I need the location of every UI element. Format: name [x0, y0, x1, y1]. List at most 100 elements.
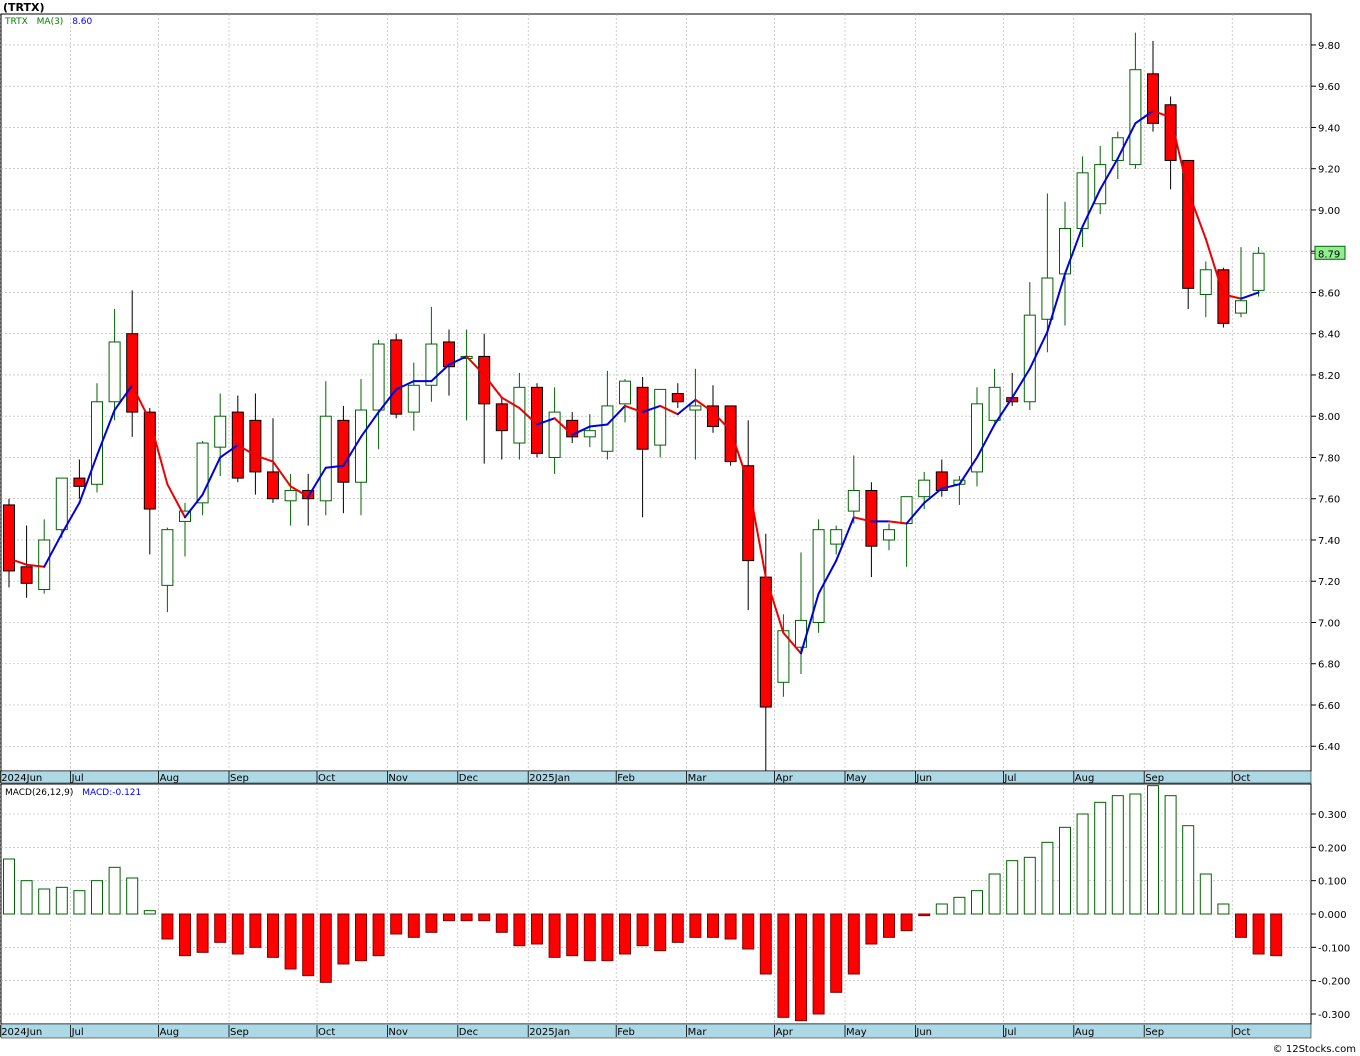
- price-x-label: Mar: [688, 773, 708, 784]
- price-y-tick-label: 7.80: [1318, 453, 1340, 464]
- macd-x-label: Jul: [71, 1027, 84, 1038]
- macd-bar: [548, 913, 561, 958]
- macd-x-label: Sep: [1145, 1027, 1164, 1038]
- macd-y-tick-label: 0.100: [1318, 877, 1347, 888]
- candle-body: [55, 477, 68, 531]
- price-candle: [1199, 261, 1212, 318]
- ma-segment: [131, 384, 151, 422]
- price-candle: [1182, 159, 1195, 309]
- ma-segment: [712, 411, 732, 432]
- macd-bar: [935, 903, 948, 915]
- macd-bar: [20, 880, 33, 915]
- macd-bar: [636, 913, 649, 947]
- ma-segment: [377, 388, 398, 414]
- ma-segment: [676, 398, 697, 416]
- macd-x-axis-band: [0, 1023, 1312, 1039]
- ma-segment: [1081, 188, 1102, 228]
- macd-bar: [1270, 913, 1283, 957]
- price-candle: [478, 333, 491, 464]
- price-candle: [1217, 267, 1230, 328]
- macd-bar: [337, 913, 350, 965]
- price-y-tick-label: 8.60: [1318, 288, 1340, 299]
- price-candle: [583, 414, 596, 448]
- price-x-label: Nov: [388, 773, 408, 784]
- candle-body: [988, 386, 1001, 421]
- candle-body: [1182, 159, 1195, 289]
- price-candle: [513, 372, 526, 460]
- ma-segment: [324, 464, 345, 469]
- macd-bar: [918, 913, 931, 917]
- ma-segment: [588, 423, 609, 428]
- price-y-tick-label: 9.20: [1318, 165, 1340, 176]
- macd-y-tick-label: -0.100: [1318, 943, 1350, 954]
- candle-body: [601, 405, 614, 452]
- ma-segment: [1240, 291, 1260, 300]
- price-x-label: 2024Jun: [1, 773, 42, 784]
- candle-body: [214, 415, 227, 448]
- price-y-tick-label: 9.60: [1318, 82, 1340, 93]
- candle-body: [355, 409, 367, 483]
- price-panel: 6.40 6.60 6.80 7.00 7.20 7.40 7.60 7.80 8.00 8.20…: [0, 13, 1340, 784]
- macd-bar: [1235, 913, 1247, 938]
- macd-y-axis: -0.300 -0.200 -0.100 0.000 0.100 0.200 0.300: [1311, 810, 1350, 1021]
- candle-body: [302, 489, 315, 500]
- price-y-tick-label: 9.00: [1318, 206, 1340, 217]
- macd-bar: [319, 913, 332, 983]
- macd-y-tick-label: 0.300: [1318, 810, 1347, 821]
- price-candle: [196, 440, 209, 516]
- macd-bar: [460, 913, 473, 922]
- ma-segment: [465, 355, 486, 376]
- candle-body: [971, 403, 983, 473]
- ma-segment: [148, 419, 169, 486]
- macd-bar: [108, 866, 121, 915]
- price-x-label: Dec: [459, 773, 478, 784]
- ma-segment: [1064, 225, 1084, 275]
- macd-bar: [284, 913, 297, 970]
- price-candle: [126, 290, 139, 437]
- macd-bar: [1006, 860, 1019, 915]
- ma-segment: [518, 406, 538, 426]
- candle-body: [1059, 228, 1071, 275]
- candle-body: [407, 384, 420, 413]
- macd-bar: [478, 913, 491, 922]
- macd-bar: [777, 913, 790, 1018]
- ma-segment: [236, 444, 257, 457]
- macd-bar: [865, 913, 878, 945]
- macd-bar: [196, 913, 209, 953]
- ma-segment: [307, 466, 327, 498]
- macd-bar: [495, 913, 508, 933]
- price-x-label: Oct: [318, 773, 335, 784]
- ma-segment: [1222, 293, 1242, 300]
- macd-bar: [267, 913, 279, 958]
- macd-bar: [1147, 785, 1159, 915]
- price-candle: [689, 368, 702, 460]
- price-y-tick-label: 8.40: [1318, 330, 1340, 341]
- ma-segment: [747, 481, 767, 579]
- price-candle: [883, 523, 895, 551]
- ma-segment: [448, 355, 468, 366]
- macd-x-label: Mar: [688, 1027, 708, 1038]
- last-price-label: 8.79: [1318, 249, 1340, 260]
- ma-segment: [729, 429, 750, 484]
- candle-body: [513, 386, 526, 444]
- legend-ma-label: MA(3): [37, 17, 64, 27]
- macd-bar: [513, 913, 526, 947]
- price-candle: [302, 473, 315, 526]
- macd-bar: [812, 913, 825, 1015]
- price-candle: [971, 387, 983, 487]
- macd-bar: [1076, 813, 1089, 915]
- ma-segment: [624, 404, 644, 414]
- ma-segment: [1028, 330, 1049, 370]
- ma-segment: [96, 409, 116, 457]
- price-y-tick-label: 7.40: [1318, 536, 1340, 547]
- price-x-label: Oct: [1233, 773, 1250, 784]
- price-candle: [988, 368, 1001, 423]
- ma-segment: [1134, 109, 1154, 125]
- ma-segment: [993, 396, 1014, 426]
- macd-x-label: Aug: [1075, 1027, 1095, 1038]
- legend-ma-value: 8.60: [72, 17, 92, 27]
- price-y-tick-label: 7.20: [1318, 577, 1340, 588]
- macd-x-label: Oct: [318, 1027, 335, 1038]
- candle-body: [865, 489, 878, 547]
- macd-bar: [583, 913, 596, 962]
